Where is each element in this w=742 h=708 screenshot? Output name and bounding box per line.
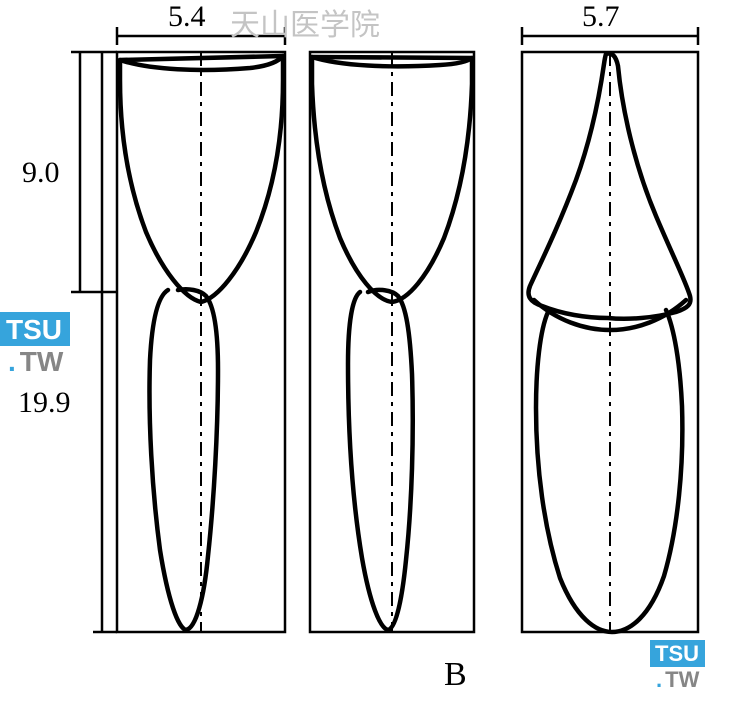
tooth-view-1-root — [149, 289, 218, 630]
watermark-badge-left: TSU .TW — [0, 312, 70, 376]
dim-top-width-left: 5.4 — [168, 0, 206, 34]
badge-tw-text-small: .TW — [650, 667, 705, 691]
tooth-view-2-root — [348, 290, 413, 630]
dim-crown-height: 9.0 — [22, 156, 60, 190]
dim-total-height: 19.9 — [18, 386, 71, 420]
badge-tsu-text-small: TSU — [650, 640, 705, 667]
panel-label: B — [444, 656, 467, 694]
diagram-svg — [0, 0, 742, 708]
watermark-badge-right: TSU .TW — [650, 640, 705, 691]
watermark-top: 天山医学院 — [230, 0, 380, 44]
dim-top-width-right: 5.7 — [582, 0, 620, 34]
badge-tsu-text: TSU — [0, 312, 70, 346]
badge-tw-text: .TW — [0, 346, 70, 376]
tooth-outlines — [120, 54, 690, 633]
